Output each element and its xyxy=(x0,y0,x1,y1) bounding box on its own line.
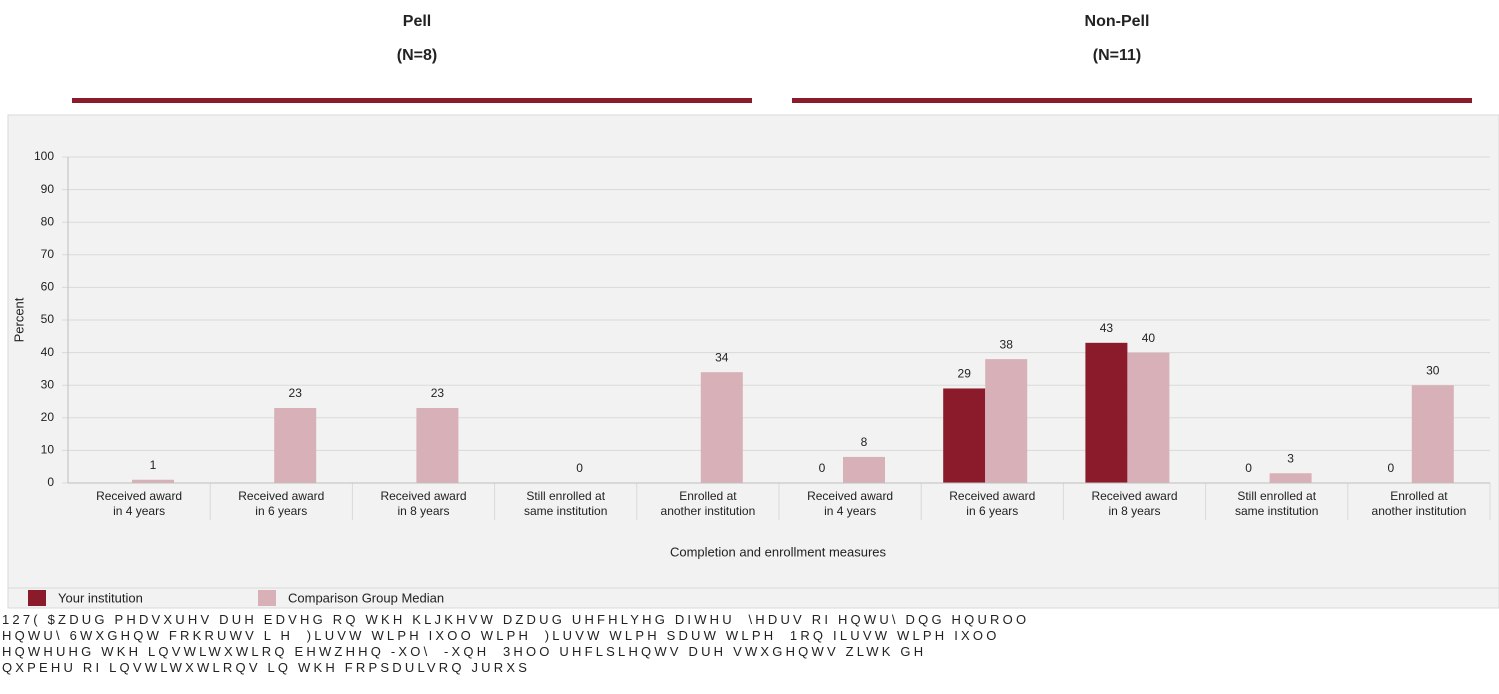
footnote-line: HQWHUHG WKH LQVWLWXWLRQ EHWZHHQ -XO\ -XQ… xyxy=(2,644,927,659)
x-tick-label: Received award xyxy=(949,489,1035,503)
chart: Percent Completion and enrollment measur… xyxy=(7,13,1499,609)
data-label: 29 xyxy=(958,367,972,381)
data-label: 40 xyxy=(1142,331,1156,345)
bar xyxy=(1085,342,1128,483)
legend-swatch xyxy=(28,590,46,606)
y-tick-label: 10 xyxy=(41,443,55,457)
x-axis-title: Completion and enrollment measures xyxy=(670,544,887,559)
chart-panel xyxy=(7,114,1499,609)
y-tick-label: 0 xyxy=(47,475,54,489)
x-tick-label: in 4 years xyxy=(824,504,876,518)
x-tick-label: in 8 years xyxy=(397,504,449,518)
data-label: 34 xyxy=(715,350,729,364)
y-axis-title: Percent xyxy=(11,297,26,342)
data-label: 23 xyxy=(289,386,303,400)
data-label: 0 xyxy=(819,461,826,475)
group-subtitle: (N=11) xyxy=(1093,47,1141,64)
group-rule xyxy=(72,98,752,103)
bar xyxy=(700,372,743,483)
data-label: 3 xyxy=(1287,451,1294,465)
y-tick-label: 90 xyxy=(41,182,55,196)
x-tick-label: Enrolled at xyxy=(1390,489,1448,503)
x-tick-label: in 8 years xyxy=(1108,504,1160,518)
x-tick-label: Received award xyxy=(1091,489,1177,503)
y-tick-label: 30 xyxy=(41,377,55,391)
x-tick-label: in 4 years xyxy=(113,504,165,518)
footnote-line: QXPEHU RI LQVWLWXWLRQV LQ WKH FRPSDULVRQ… xyxy=(2,660,531,675)
y-tick-label: 80 xyxy=(41,214,55,228)
bar xyxy=(274,408,317,483)
bar xyxy=(843,456,885,483)
footnote-line: 127( $ZDUG PHDVXUHV DUH EDVHG RQ WKH KLJ… xyxy=(2,612,1030,627)
data-label: 38 xyxy=(1000,337,1014,351)
x-tick-label: Received award xyxy=(238,489,324,503)
bar xyxy=(985,359,1028,483)
data-label: 0 xyxy=(576,461,583,475)
legend-swatch xyxy=(258,590,276,606)
x-tick-label: same institution xyxy=(524,504,607,518)
bar xyxy=(132,479,174,483)
x-tick-label: in 6 years xyxy=(255,504,307,518)
data-label: 43 xyxy=(1100,321,1114,335)
data-label: 8 xyxy=(861,435,868,449)
x-tick-label: Received award xyxy=(96,489,182,503)
bar xyxy=(1269,473,1312,483)
x-tick-label: another institution xyxy=(661,504,756,518)
y-tick-label: 60 xyxy=(41,280,55,294)
data-label: 0 xyxy=(1387,461,1394,475)
group-rule xyxy=(792,98,1472,103)
x-tick-label: Received award xyxy=(807,489,893,503)
bar xyxy=(1127,352,1170,483)
data-label: 1 xyxy=(150,458,157,472)
x-tick-label: another institution xyxy=(1372,504,1467,518)
footnote-line: HQWU\ 6WXGHQW FRKRUWV L H )LUVW WLPH IXO… xyxy=(2,628,1000,643)
data-label: 23 xyxy=(431,386,445,400)
group-subtitle: (N=8) xyxy=(397,47,437,64)
bar xyxy=(416,408,459,483)
y-tick-label: 50 xyxy=(41,312,55,326)
y-tick-label: 20 xyxy=(41,410,55,424)
group-title: Pell xyxy=(403,13,431,30)
data-label: 0 xyxy=(1245,461,1252,475)
bar xyxy=(1411,385,1454,483)
group-title: Non-Pell xyxy=(1085,13,1150,30)
y-tick-label: 40 xyxy=(41,345,55,359)
x-tick-label: in 6 years xyxy=(966,504,1018,518)
y-tick-label: 100 xyxy=(34,149,54,163)
x-tick-label: Enrolled at xyxy=(679,489,737,503)
x-tick-label: Received award xyxy=(380,489,466,503)
footnote: 127( $ZDUG PHDVXUHV DUH EDVHG RQ WKH KLJ… xyxy=(2,612,1499,676)
x-tick-label: same institution xyxy=(1235,504,1318,518)
legend-label: Your institution xyxy=(58,590,143,605)
x-tick-label: Still enrolled at xyxy=(526,489,605,503)
legend-label: Comparison Group Median xyxy=(288,590,444,605)
x-tick-label: Still enrolled at xyxy=(1237,489,1316,503)
data-label: 30 xyxy=(1426,363,1440,377)
bar xyxy=(943,388,986,483)
y-tick-label: 70 xyxy=(41,247,55,261)
